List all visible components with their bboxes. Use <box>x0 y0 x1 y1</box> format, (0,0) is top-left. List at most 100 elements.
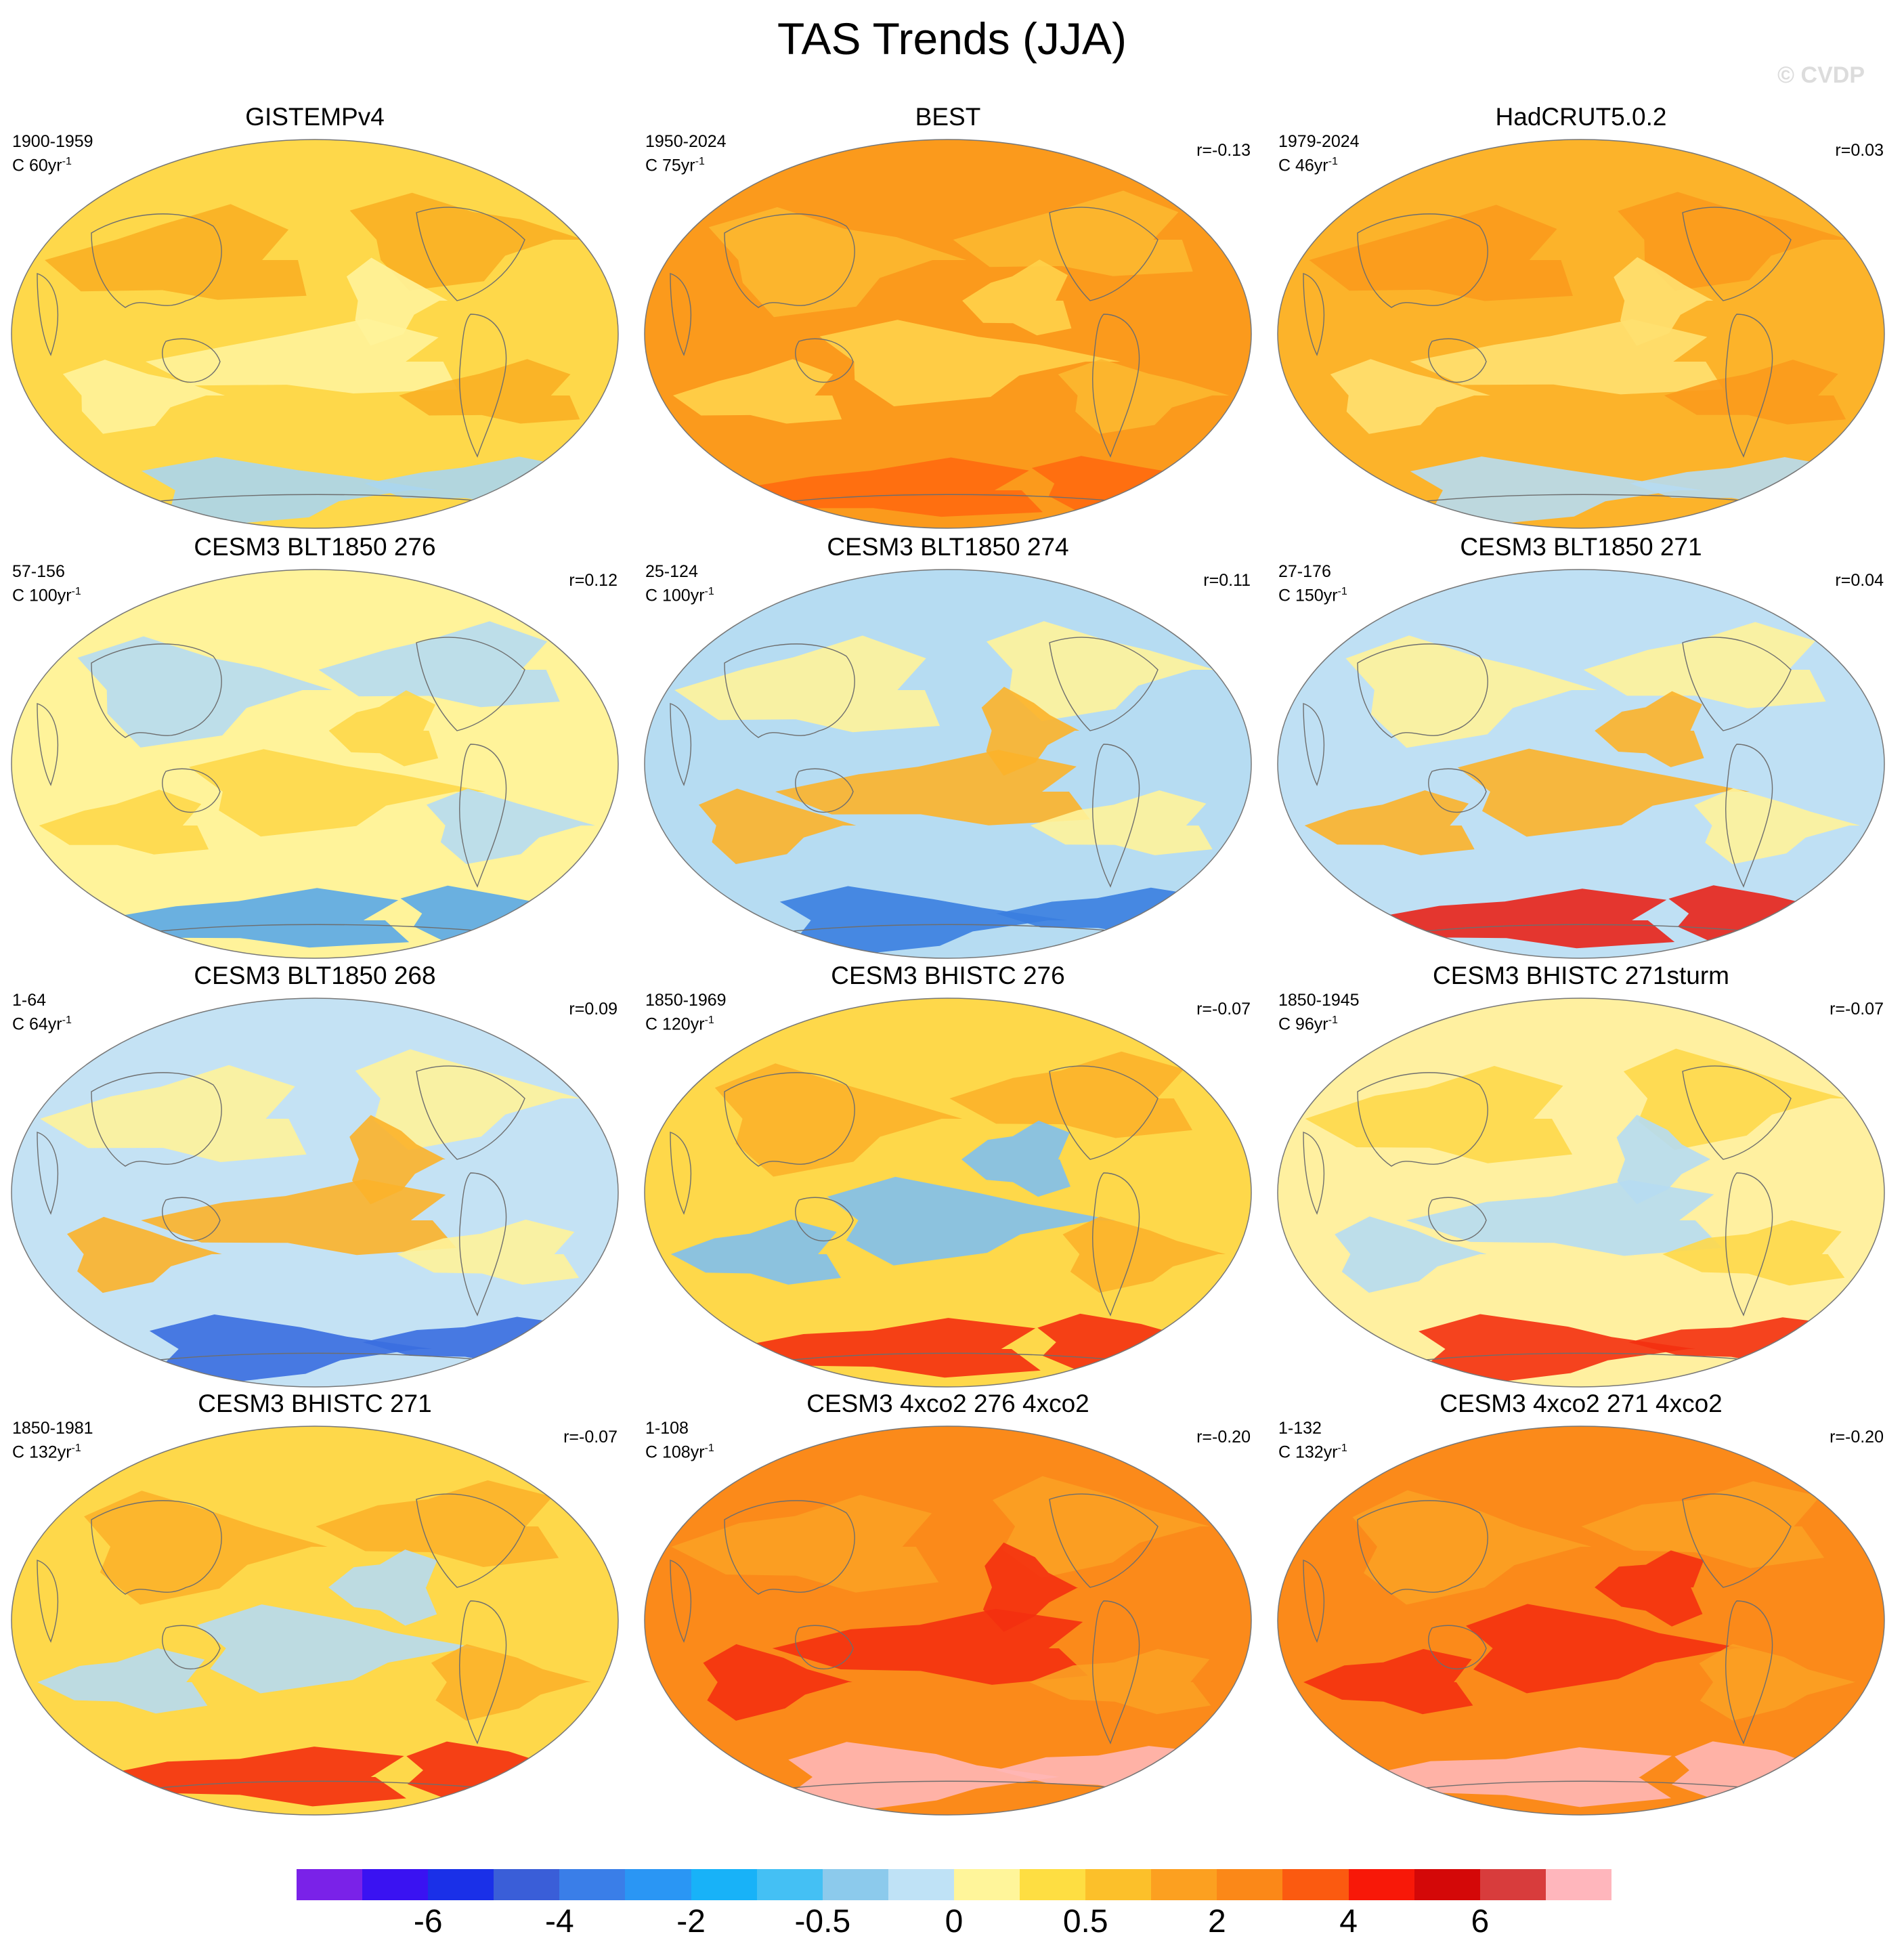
trend-field-region <box>426 788 596 864</box>
panel-trend-units: C 108yr-1 <box>645 1438 714 1462</box>
coastline <box>795 768 854 813</box>
map-border <box>644 998 1252 1388</box>
trend-field-region <box>779 886 1068 956</box>
trend-field-region <box>1305 1066 1573 1163</box>
colorbar-tick-label: -4 <box>545 1904 574 1940</box>
map-border <box>11 139 619 529</box>
colorbar-tick-label: -2 <box>676 1904 706 1940</box>
coastline <box>1682 1065 1792 1160</box>
map-border <box>644 139 1252 529</box>
panel-years: 1-64 <box>12 991 47 1010</box>
panel-years: 1950-2024 <box>645 132 727 151</box>
trend-field-region <box>993 1476 1210 1578</box>
colorbar-swatch <box>297 1869 363 1900</box>
coastline <box>1092 314 1140 458</box>
trend-field-region <box>1029 1649 1211 1715</box>
panel-trend-units: C 132yr-1 <box>12 1438 93 1462</box>
map-panel: BEST 1950-2024 C 75yr-1 r=-0.13 <box>633 102 1263 535</box>
trend-field-region <box>1616 1115 1711 1205</box>
coastline <box>1682 207 1792 301</box>
map-panel: CESM3 BLT1850 276 57-156 C 100yr-1 r=0.12 <box>0 532 630 965</box>
trend-units-text: C 46yr <box>1278 156 1328 175</box>
trend-field-region <box>397 1219 580 1285</box>
trend-field-region <box>1304 790 1475 855</box>
panel-trend-units: C 96yr-1 <box>1278 1010 1360 1034</box>
panel-info: 1950-2024 C 75yr-1 <box>645 131 727 175</box>
coastline <box>1725 1600 1773 1744</box>
coastline <box>1092 744 1140 888</box>
coastline <box>416 637 525 731</box>
coastline <box>459 1172 507 1316</box>
map-border <box>644 1426 1252 1816</box>
map-panel: CESM3 BLT1850 274 25-124 C 100yr-1 r=0.11 <box>633 532 1263 965</box>
world-map <box>1277 1426 1885 1816</box>
world-map <box>644 998 1252 1388</box>
trend-field-region <box>1671 1741 1862 1799</box>
panel-correlation: r=-0.20 <box>1830 1428 1884 1447</box>
coastline <box>795 338 854 383</box>
trend-field-region <box>318 621 560 708</box>
panel-info: 1850-1981 C 132yr-1 <box>12 1418 93 1462</box>
panel-title: CESM3 BHISTC 271sturm <box>1433 962 1729 989</box>
trend-field-region <box>45 204 307 300</box>
coastline <box>91 643 222 738</box>
panel-title: GISTEMPv4 <box>245 103 385 131</box>
panel-title: CESM3 4xco2 271 4xco2 <box>1440 1390 1723 1417</box>
colorbar-swatch <box>1085 1869 1152 1900</box>
coastline <box>91 1072 222 1167</box>
panel-correlation: r=-0.13 <box>1196 141 1251 160</box>
map-border <box>1277 1426 1885 1816</box>
colorbar-tick-label: 6 <box>1471 1904 1490 1940</box>
panel-years: 57-156 <box>12 562 65 581</box>
colorbar-swatch <box>1217 1869 1283 1900</box>
colorbar-swatch <box>428 1869 494 1900</box>
panel-title: CESM3 BLT1850 276 <box>194 533 436 561</box>
colorbar-swatch <box>1545 1869 1611 1900</box>
map-border <box>1277 139 1885 529</box>
cvdp-watermark: © CVDP <box>1777 62 1865 88</box>
trend-units-text: C 100yr <box>12 586 72 605</box>
map-border <box>1277 998 1885 1388</box>
trend-field-region <box>1352 1490 1592 1605</box>
trend-field-region <box>1457 748 1750 837</box>
coastline <box>1357 643 1488 738</box>
trend-field-region <box>1595 691 1704 767</box>
coastline <box>459 314 507 458</box>
trend-field-region <box>1037 1313 1230 1371</box>
trend-field-region <box>724 1318 1041 1378</box>
panel-info: 1-132 C 132yr-1 <box>1278 1418 1347 1462</box>
trend-units-text: C 108yr <box>645 1442 705 1462</box>
coastline <box>416 1065 525 1160</box>
trend-field-region <box>788 1742 1060 1812</box>
coastline <box>162 338 221 383</box>
panel-info: 1900-1959 C 60yr-1 <box>12 131 93 175</box>
coastline <box>91 1500 222 1595</box>
coastline <box>37 703 59 786</box>
colorbar-swatch <box>888 1869 954 1900</box>
coastline <box>1725 314 1773 458</box>
panel-title: CESM3 BLT1850 271 <box>1460 533 1702 561</box>
colorbar-swatch <box>494 1869 560 1900</box>
panel-years: 1979-2024 <box>1278 132 1360 151</box>
trend-field-region <box>1030 790 1213 855</box>
panel-title: HadCRUT5.0.2 <box>1495 103 1667 131</box>
trend-field-region <box>149 1314 433 1385</box>
panel-years: 1850-1969 <box>645 991 727 1010</box>
coastline <box>1357 1500 1488 1595</box>
trend-field-region <box>1581 1481 1825 1568</box>
coastline <box>1303 1560 1325 1643</box>
trend-units-exponent: -1 <box>704 1014 714 1026</box>
map-panel: HadCRUT5.0.2 1979-2024 C 46yr-1 r=0.03 <box>1266 102 1896 535</box>
panel-correlation: r=0.11 <box>1203 571 1251 590</box>
panel-title: CESM3 BLT1850 268 <box>194 962 436 989</box>
trend-field-region <box>1614 257 1714 346</box>
coastline <box>724 1072 855 1167</box>
trend-units-text: C 60yr <box>12 156 62 175</box>
coastline <box>1725 1172 1773 1316</box>
trend-field-region <box>316 1480 559 1567</box>
colorbar-swatch <box>1348 1869 1414 1900</box>
trend-field-region <box>1303 1649 1473 1715</box>
trend-field-region <box>1058 359 1230 434</box>
trend-field-region <box>1664 360 1846 425</box>
panel-title: CESM3 BHISTC 271 <box>198 1390 432 1417</box>
